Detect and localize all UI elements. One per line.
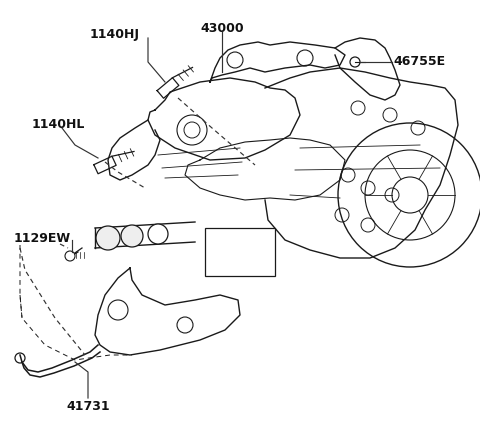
Polygon shape (185, 138, 345, 200)
Polygon shape (148, 78, 300, 160)
Polygon shape (210, 42, 345, 82)
Text: 1140HJ: 1140HJ (90, 28, 140, 41)
Polygon shape (265, 68, 458, 258)
Bar (205, 228, 275, 276)
Text: 41731: 41731 (66, 400, 110, 413)
Polygon shape (335, 38, 400, 100)
Polygon shape (108, 120, 160, 180)
Circle shape (148, 224, 168, 244)
Circle shape (65, 251, 75, 261)
Polygon shape (95, 268, 240, 355)
Circle shape (15, 353, 25, 363)
Circle shape (121, 225, 143, 247)
Text: 43000: 43000 (200, 22, 244, 35)
Text: 1140HL: 1140HL (32, 118, 85, 131)
Text: 1129EW: 1129EW (14, 232, 71, 245)
Text: 46755E: 46755E (393, 55, 445, 68)
Circle shape (96, 226, 120, 250)
